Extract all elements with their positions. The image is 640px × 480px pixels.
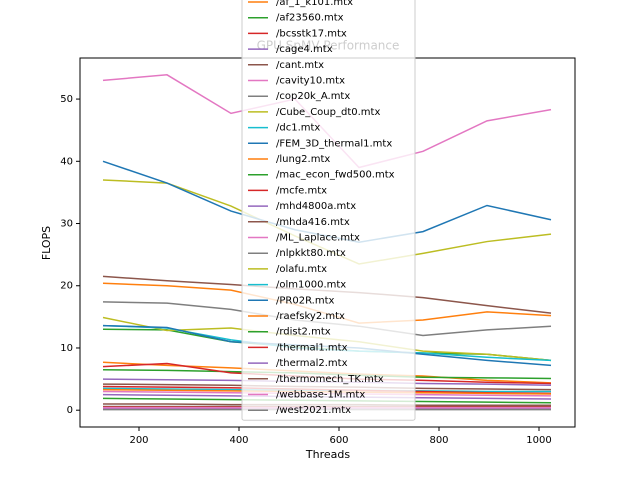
legend-label: /dc1.mtx [276, 123, 320, 134]
legend-label: /cant.mtx [276, 60, 324, 71]
legend-label: /thermal1.mtx [276, 342, 348, 353]
legend-label: /PR02R.mtx [276, 295, 335, 306]
legend-label: /olm1000.mtx [276, 280, 346, 291]
legend-frame [241, 0, 416, 421]
x-tick-label: 600 [329, 435, 348, 446]
y-tick-label: 50 [60, 94, 73, 105]
x-tick-label: 1000 [526, 435, 551, 446]
x-axis-label: Threads [305, 448, 350, 461]
y-axis-label: FLOPS [40, 226, 53, 260]
legend-label: /Cube_Coup_dt0.mtx [276, 107, 380, 118]
legend-label: /FEM_3D_thermal1.mtx [276, 138, 392, 149]
legend-label: /mcfe.mtx [276, 185, 327, 196]
legend-label: /mac_econ_fwd500.mtx [276, 170, 395, 181]
legend-label: /mhd4800a.mtx [276, 201, 356, 212]
x-tick-label: 800 [429, 435, 448, 446]
legend-label: /raefsky2.mtx [276, 311, 345, 322]
legend-label: /af23560.mtx [276, 13, 344, 24]
legend-label: /lung2.mtx [276, 154, 330, 165]
legend-label: /nlpkkt80.mtx [276, 248, 346, 259]
legend: /af_1_k101.mtx/af23560.mtx/bcsstk17.mtx /… [241, 0, 416, 421]
y-tick-label: 40 [60, 156, 73, 167]
legend-label: /bcsstk17.mtx [276, 28, 347, 39]
legend-label: /mhda416.mtx [276, 217, 350, 228]
legend-label: /thermal2.mtx [276, 358, 348, 369]
legend-label: /cop20k_A.mtx [276, 91, 350, 102]
y-tick-label: 10 [60, 343, 73, 354]
legend-label: /cavity10.mtx [276, 76, 345, 87]
legend-label: /webbase-1M.mtx [276, 390, 365, 401]
y-tick-label: 20 [60, 281, 73, 292]
legend-label: /af_1_k101.mtx [276, 0, 353, 8]
y-tick-label: 0 [67, 405, 73, 416]
x-tick-label: 200 [129, 435, 148, 446]
legend-label: /west2021.mtx [276, 405, 351, 416]
legend-label: /olafu.mtx [276, 264, 327, 275]
legend-label: /thermomech_TK.mtx [276, 374, 384, 385]
legend-label: /cage4.mtx [276, 44, 333, 55]
legend-label: /rdist2.mtx [276, 327, 331, 338]
y-tick-label: 30 [60, 219, 73, 230]
x-tick-label: 400 [229, 435, 248, 446]
legend-label: /ML_Laplace.mtx [276, 233, 360, 244]
